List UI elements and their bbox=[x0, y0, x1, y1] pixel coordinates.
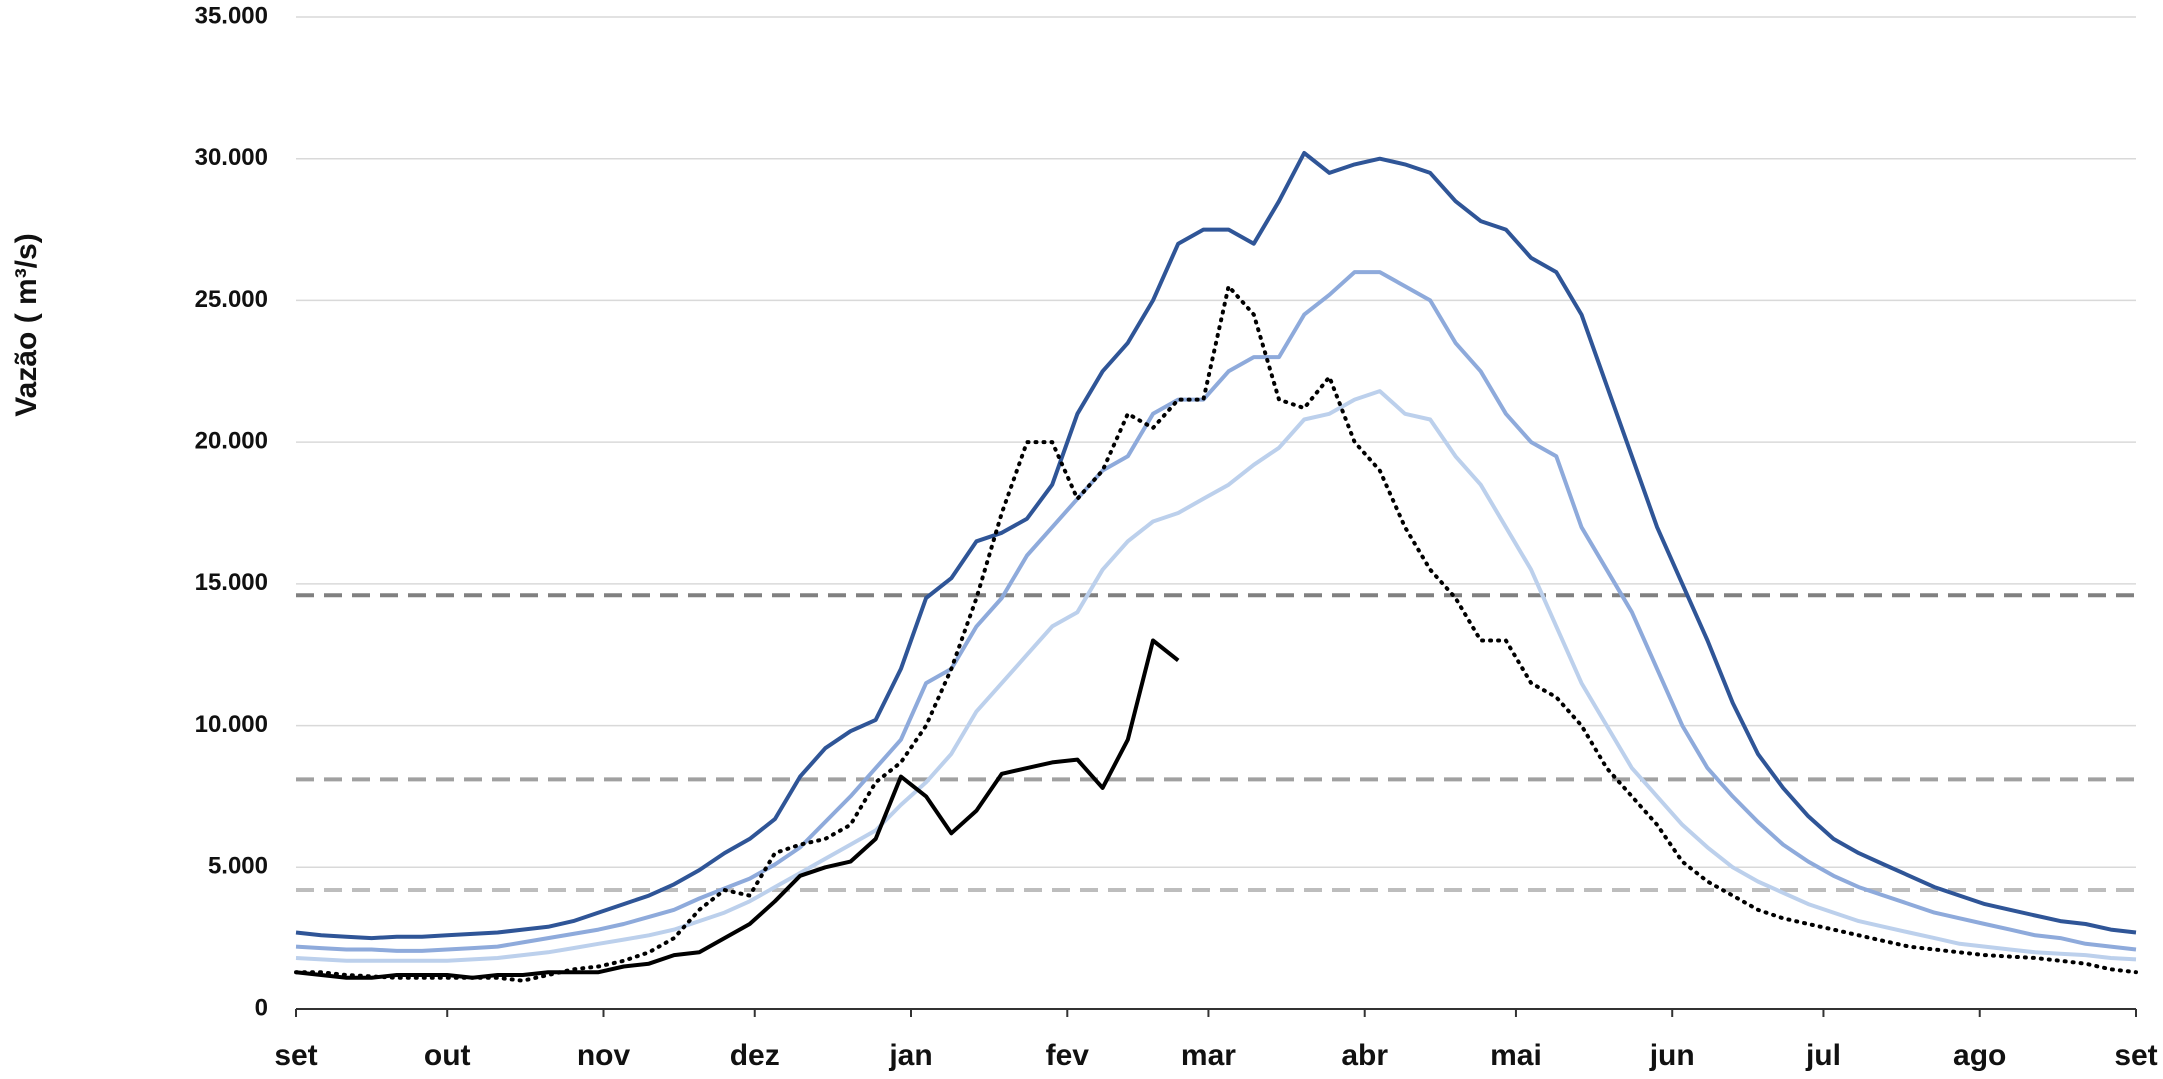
x-tick-label: ago bbox=[1953, 1039, 2006, 1072]
y-tick-label: 0 bbox=[255, 994, 268, 1021]
y-tick-label: 5.000 bbox=[208, 853, 268, 880]
x-tick-label: mar bbox=[1181, 1039, 1236, 1072]
x-tick-label: fev bbox=[1046, 1039, 1090, 1072]
x-tick-label: jun bbox=[1649, 1039, 1695, 1072]
x-tick-label: abr bbox=[1341, 1039, 1388, 1072]
y-tick-label: 10.000 bbox=[195, 711, 268, 738]
series-line bbox=[295, 389, 2137, 963]
y-tick-label: 30.000 bbox=[195, 144, 268, 171]
x-tick-label: dez bbox=[730, 1039, 780, 1072]
x-tick-label: set bbox=[274, 1039, 317, 1072]
x-tick-label: out bbox=[424, 1039, 471, 1072]
y-axis-title: Vazão ( m³/s) bbox=[10, 233, 43, 416]
series-line bbox=[295, 270, 2137, 953]
x-tick-label: mai bbox=[1490, 1039, 1542, 1072]
x-tick-label: nov bbox=[577, 1039, 631, 1072]
y-tick-label: 20.000 bbox=[195, 427, 268, 454]
series-line bbox=[295, 151, 2137, 941]
series-line bbox=[295, 638, 1180, 980]
y-tick-label: 15.000 bbox=[195, 569, 268, 596]
y-tick-label: 25.000 bbox=[195, 286, 268, 313]
x-tick-label: jul bbox=[1805, 1039, 1841, 1072]
y-tick-label: 35.000 bbox=[195, 2, 268, 29]
x-tick-label: set bbox=[2114, 1039, 2157, 1072]
series-line bbox=[294, 284, 2138, 983]
x-tick-label: jan bbox=[888, 1039, 932, 1072]
